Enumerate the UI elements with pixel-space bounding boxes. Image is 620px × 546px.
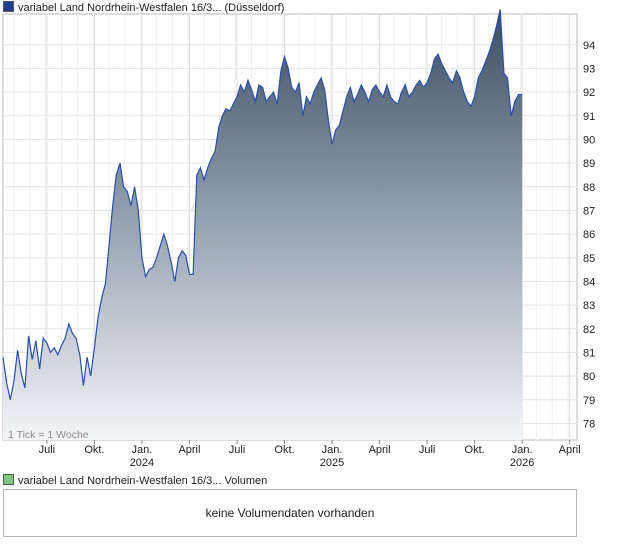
price-line <box>2 9 523 400</box>
y-tick-label: 83 <box>583 300 595 312</box>
x-tick-label: Jan. <box>512 444 533 456</box>
price-area <box>3 9 523 441</box>
y-tick-label: 81 <box>583 347 595 359</box>
x-tick-label: Juli <box>39 444 56 456</box>
volume-panel: keine Volumendaten vorhanden <box>3 489 577 537</box>
volume-message: keine Volumendaten vorhanden <box>205 506 375 520</box>
y-tick-label: 84 <box>583 276 595 288</box>
x-tick-label: Okt. <box>274 444 294 456</box>
y-tick-label: 82 <box>583 324 595 336</box>
x-tick-label: Juli <box>229 444 246 456</box>
volume-legend-label: variabel Land Nordrhein-Westfalen 16/3..… <box>18 475 268 487</box>
x-tick-label: Jan. <box>132 444 153 456</box>
y-tick-label: 79 <box>583 395 595 407</box>
y-tick-label: 88 <box>583 182 595 194</box>
y-tick-label: 94 <box>583 40 595 52</box>
x-tick-label: April <box>178 444 200 456</box>
y-tick-label: 91 <box>583 111 595 123</box>
price-legend: variabel Land Nordrhein-Westfalen 16/3..… <box>3 1 284 15</box>
x-year-label: 2025 <box>320 457 344 469</box>
y-tick-label: 86 <box>583 229 595 241</box>
y-axis-labels: 78 79 80 81 82 83 84 85 86 87 88 89 90 91 92 93 94 <box>583 40 595 431</box>
x-year-label: 2024 <box>130 457 154 469</box>
x-tick-label: Juli <box>419 444 436 456</box>
x-tick-label: April <box>369 444 391 456</box>
y-tick-label: 80 <box>583 371 595 383</box>
x-year-label: 2026 <box>510 457 534 469</box>
price-legend-label: variabel Land Nordrhein-Westfalen 16/3..… <box>18 2 285 14</box>
y-tick-label: 89 <box>583 158 595 170</box>
y-tick-label: 92 <box>583 87 595 99</box>
y-tick-label: 93 <box>583 63 595 75</box>
y-tick-label: 85 <box>583 253 595 265</box>
y-tick-label: 87 <box>583 205 595 217</box>
x-tick-label: April <box>559 444 581 456</box>
volume-legend: variabel Land Nordrhein-Westfalen 16/3..… <box>3 474 267 488</box>
x-tick-label: Okt. <box>84 444 104 456</box>
volume-legend-swatch <box>3 474 14 485</box>
x-tick-label: Okt. <box>465 444 485 456</box>
price-legend-swatch <box>3 1 14 12</box>
y-tick-label: 78 <box>583 418 595 430</box>
tick-note: 1 Tick = 1 Woche <box>8 429 89 441</box>
x-tick-label: Jan. <box>322 444 343 456</box>
y-tick-label: 90 <box>583 134 595 146</box>
